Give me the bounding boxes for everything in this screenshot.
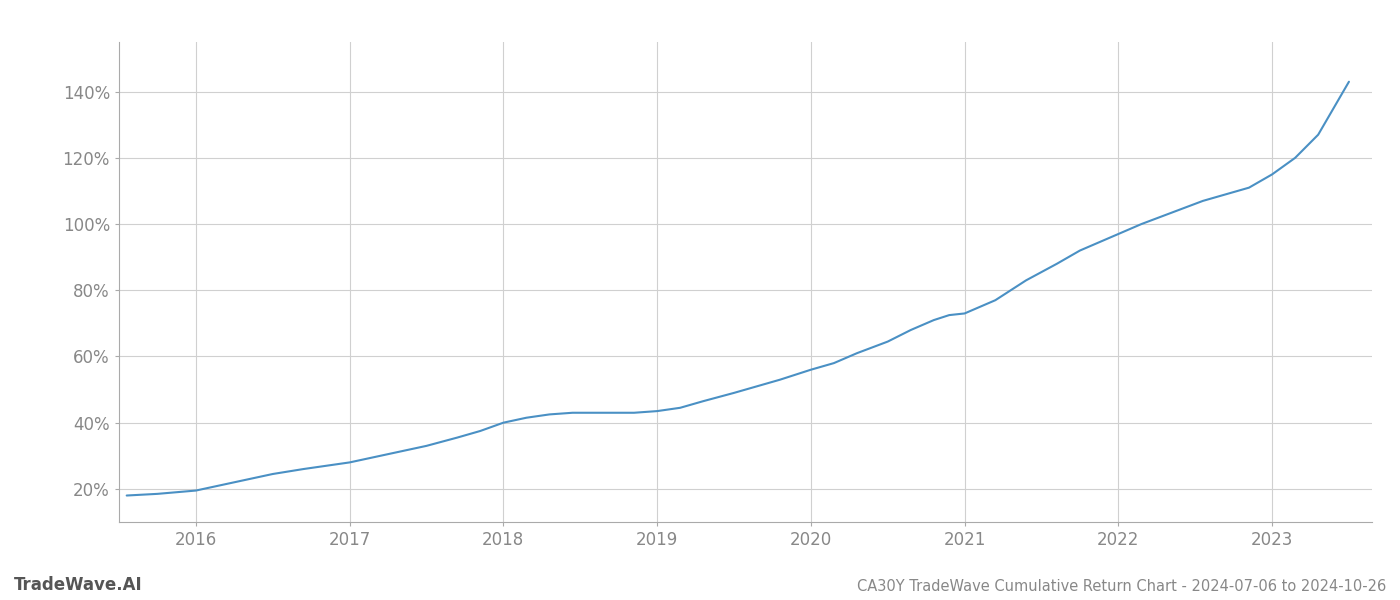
Text: CA30Y TradeWave Cumulative Return Chart - 2024-07-06 to 2024-10-26: CA30Y TradeWave Cumulative Return Chart … [857,579,1386,594]
Text: TradeWave.AI: TradeWave.AI [14,576,143,594]
